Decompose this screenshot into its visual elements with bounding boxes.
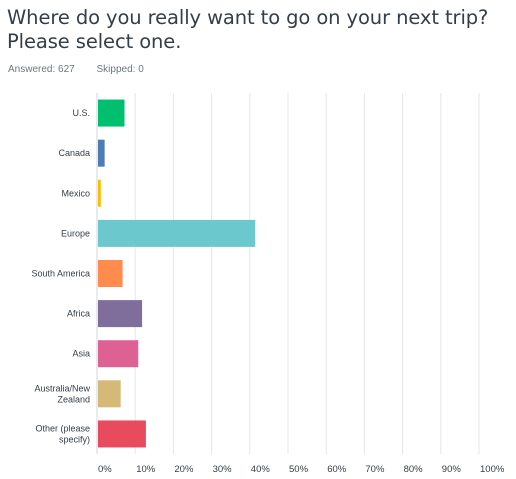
- x-tick-label: 100%: [480, 464, 505, 475]
- bar: [98, 380, 121, 408]
- bar: [98, 219, 256, 247]
- category-label: Other (please specify): [35, 423, 90, 444]
- response-stats: Answered: 627 Skipped: 0: [8, 64, 163, 75]
- x-tick-label: 90%: [442, 464, 462, 475]
- x-tick-label: 0%: [98, 464, 112, 475]
- category-label: Asia: [72, 349, 90, 359]
- answered-count: Answered: 627: [8, 64, 75, 75]
- question-title: Where do you really want to go on your n…: [7, 6, 489, 53]
- x-tick-label: 50%: [289, 464, 309, 475]
- bar: [98, 340, 139, 368]
- category-label: Australia/New Zealand: [34, 383, 90, 404]
- x-tick-label: 60%: [327, 464, 347, 475]
- category-label: Mexico: [61, 188, 90, 198]
- x-tick-label: 70%: [365, 464, 385, 475]
- category-label: Canada: [58, 148, 90, 158]
- category-label: U.S.: [72, 108, 90, 118]
- x-tick-label: 80%: [404, 464, 424, 475]
- bar: [98, 260, 123, 287]
- x-tick-label: 40%: [251, 464, 271, 475]
- x-tick-label: 20%: [174, 464, 194, 475]
- bar: [98, 300, 143, 328]
- x-tick-label: 30%: [213, 464, 233, 475]
- bar: [98, 179, 101, 207]
- bar: [98, 139, 105, 167]
- category-label: South America: [31, 269, 90, 279]
- bar: [98, 420, 146, 448]
- category-label: Africa: [67, 309, 90, 319]
- category-label: Europe: [61, 228, 90, 238]
- x-tick-label: 10%: [136, 464, 156, 475]
- bar: [98, 99, 125, 127]
- skipped-count: Skipped: 0: [96, 64, 144, 75]
